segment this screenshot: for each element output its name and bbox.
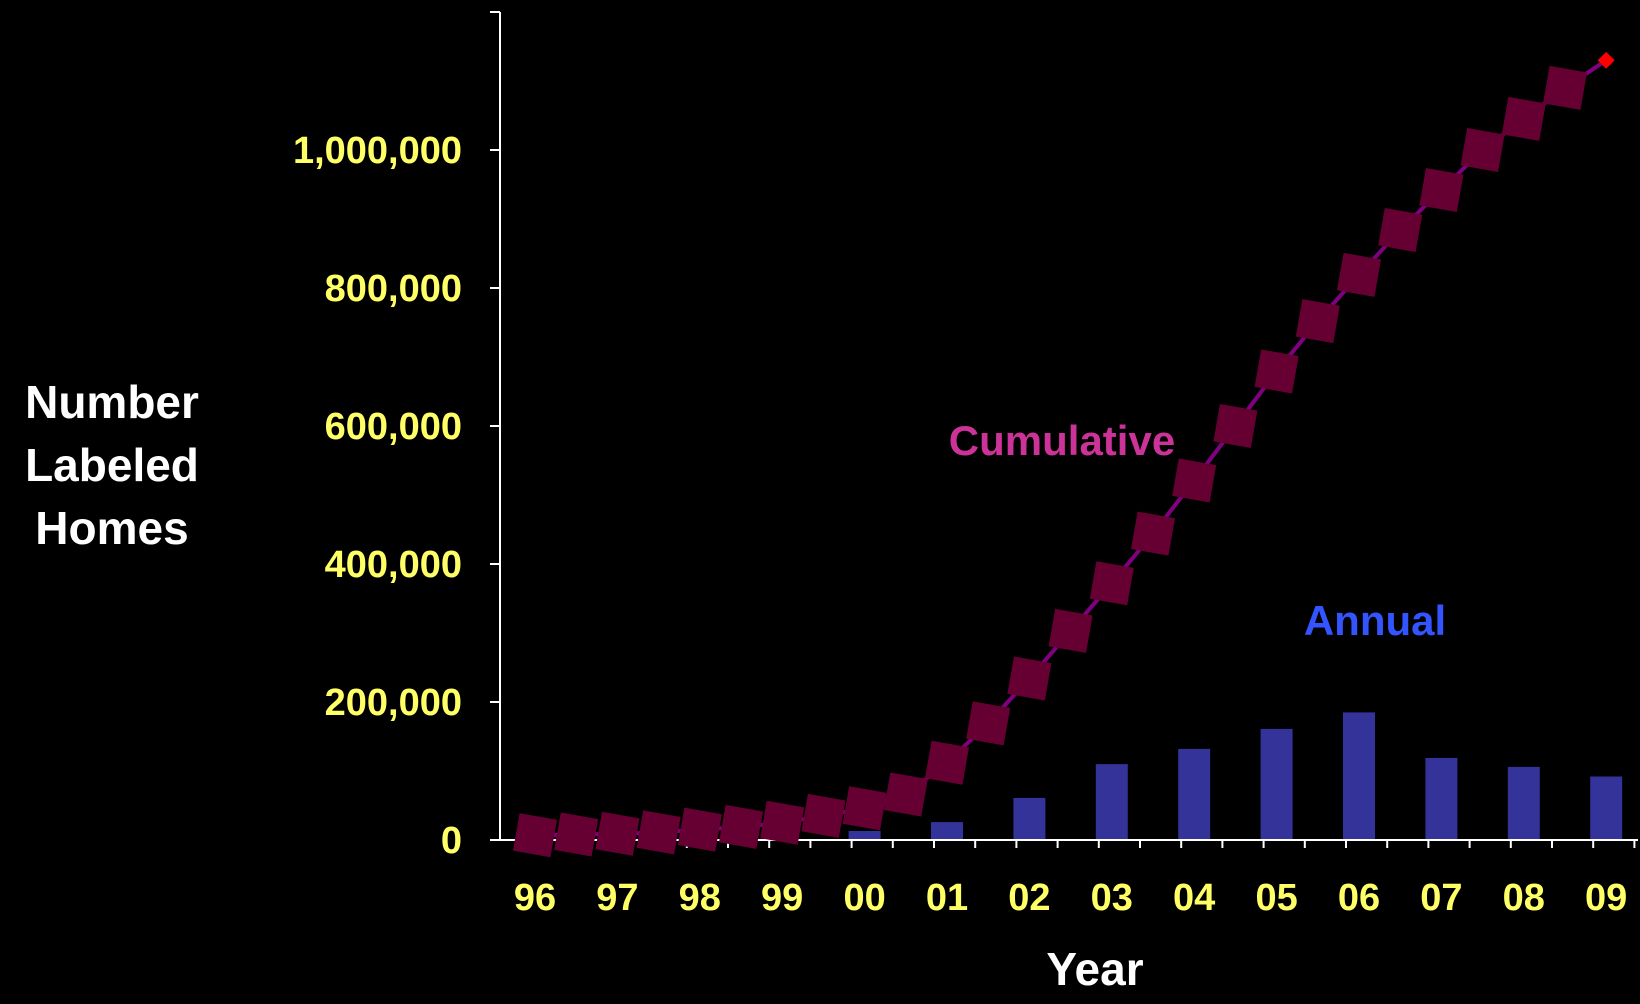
x-tick-label-09: 09 [1585, 877, 1627, 919]
y-axis-title-line: Number [25, 376, 199, 428]
cumulative-marker [1048, 608, 1093, 653]
x-tick-label-05: 05 [1255, 877, 1297, 919]
annual-bar-09 [1590, 776, 1623, 840]
x-tick-label-98: 98 [679, 877, 721, 919]
y-tick-label: 200,000 [325, 682, 462, 724]
cumulative-marker [1460, 127, 1505, 173]
series-label-cumulative: Cumulative [949, 417, 1175, 464]
x-tick-label-00: 00 [843, 877, 885, 919]
x-tick-label-96: 96 [514, 877, 556, 919]
cumulative-marker [636, 810, 681, 855]
y-tick-label: 1,000,000 [293, 130, 462, 172]
cumulative-marker [801, 793, 846, 838]
x-tick-label-97: 97 [596, 877, 638, 919]
annual-bars [766, 712, 1623, 840]
cumulative-marker [1501, 96, 1546, 141]
annual-bar-00 [848, 831, 881, 840]
cumulative-marker [1542, 65, 1588, 110]
cumulative-marker [1130, 511, 1176, 556]
cumulative-series [512, 51, 1615, 858]
x-tick-label-06: 06 [1338, 877, 1380, 919]
y-tick-label: 400,000 [325, 544, 462, 586]
cumulative-marker [1213, 403, 1258, 449]
cumulative-marker [1007, 656, 1052, 701]
x-tick-label-08: 08 [1503, 877, 1545, 919]
x-tick-label-02: 02 [1008, 877, 1050, 919]
cumulative-marker [1295, 299, 1340, 344]
cumulative-marker [1378, 207, 1423, 253]
y-tick-label: 600,000 [325, 406, 462, 448]
x-tick-label-04: 04 [1173, 877, 1215, 919]
x-tick-label-99: 99 [761, 877, 803, 919]
annual-bar-08 [1507, 766, 1540, 840]
cumulative-marker [677, 807, 722, 852]
cumulative-marker [1172, 458, 1217, 503]
cumulative-marker [718, 804, 764, 849]
x-axis-title: Year [1046, 943, 1143, 995]
cumulative-marker [1419, 167, 1464, 213]
x-tick-label-01: 01 [926, 877, 968, 919]
cumulative-marker [595, 811, 640, 856]
annual-bar-02 [1013, 797, 1046, 840]
cumulative-marker [924, 740, 970, 785]
y-axis-title-line: Homes [35, 502, 188, 554]
cumulative-marker [842, 786, 887, 831]
y-axis-title: Number Labeled Homes [25, 376, 199, 554]
annual-bar-06 [1343, 712, 1375, 840]
cumulative-marker [1336, 252, 1382, 297]
y-tick-label: 800,000 [325, 268, 462, 310]
x-tick-label-03: 03 [1091, 877, 1133, 919]
annual-bar-05 [1260, 728, 1293, 840]
annual-bar-03 [1095, 764, 1128, 840]
annual-bar-04 [1178, 748, 1211, 840]
cumulative-marker [512, 813, 558, 858]
cumulative-marker [1089, 561, 1134, 606]
y-axis-title-line: Labeled [25, 439, 199, 491]
cumulative-marker [1254, 349, 1299, 394]
annual-bar-07 [1425, 757, 1458, 840]
cumulative-marker [760, 800, 805, 845]
series-label-annual: Annual [1304, 597, 1446, 644]
annual-bar-01 [931, 822, 963, 840]
x-tick-label-07: 07 [1420, 877, 1462, 919]
cumulative-marker [883, 772, 928, 817]
tick-labels: 0 200,000 400,000 600,000 800,000 1,000,000 96… [293, 130, 1627, 919]
cumulative-marker [554, 812, 599, 857]
cumulative-marker [966, 701, 1011, 746]
y-tick-label: 0 [441, 820, 462, 862]
